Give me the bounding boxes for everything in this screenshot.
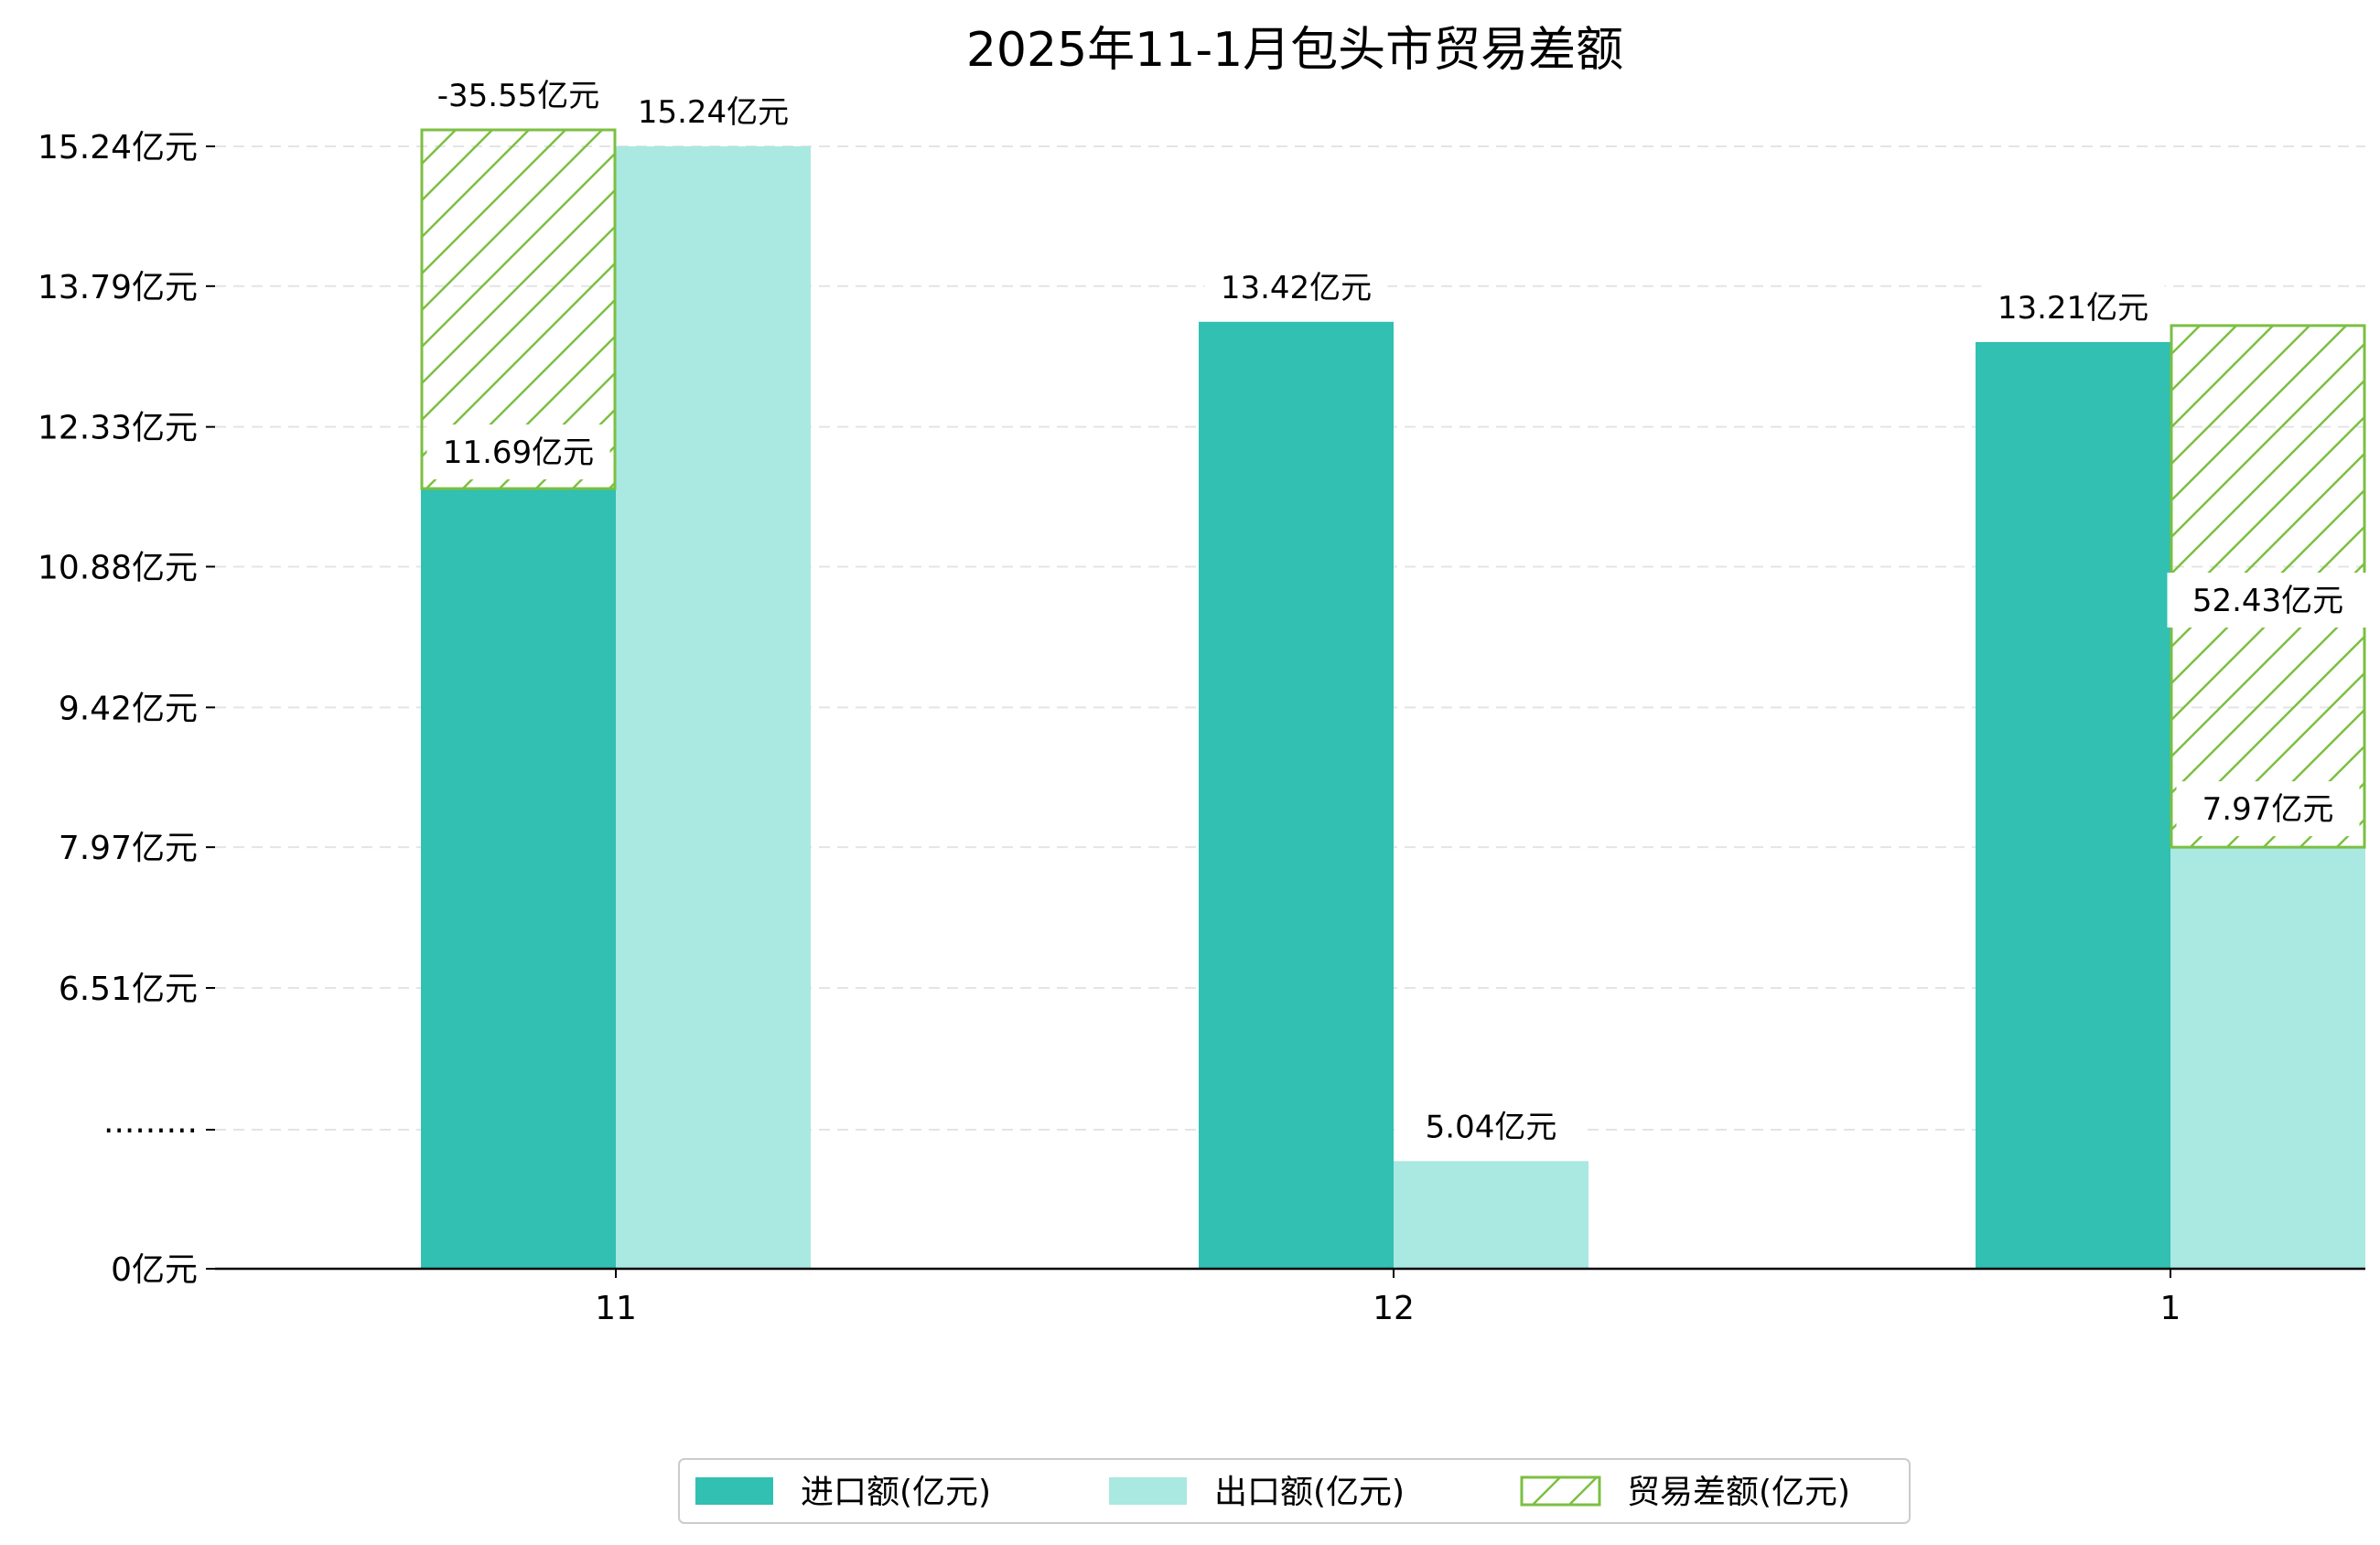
data-label-export-12: 5.04亿元 (1426, 1109, 1557, 1145)
data-label-export-11-bg (621, 84, 805, 139)
y-tick-label-8: 15.24亿元 (38, 129, 198, 166)
data-label-import-11: 11.69亿元 (443, 435, 594, 471)
bar-import-11 (421, 488, 616, 1269)
data-label-trade-balance-1: 52.43亿元 (2192, 583, 2343, 619)
bar-export-12 (1394, 1161, 1588, 1269)
y-tick-label-1: ········· (103, 1112, 198, 1150)
bar-import-12 (1199, 321, 1394, 1270)
data-label-export-11: 15.24亿元 (638, 94, 789, 131)
x-tick-label-1: 1 (2160, 1290, 2181, 1327)
x-tick-label-12: 12 (1373, 1290, 1415, 1327)
data-label-export-1-bg (2176, 781, 2360, 837)
legend-swatch-1 (1109, 1477, 1187, 1505)
legend-label-0: 进口额(亿元) (801, 1474, 991, 1511)
data-label-import-12: 13.42亿元 (1221, 270, 1372, 306)
bars (420, 128, 2366, 1270)
legend-label-2: 贸易差额(亿元) (1627, 1474, 1850, 1511)
data-label-trade-balance-11: -35.55亿元 (437, 78, 600, 114)
y-tick-label-5: 10.88亿元 (38, 549, 198, 586)
y-tick-label-7: 13.79亿元 (38, 269, 198, 306)
axes: 0亿元 ········· 6.51亿元 7.97亿元 9.42亿元 10.88亿元 12.… (38, 129, 2365, 1327)
data-label-export-12-bg (1395, 1099, 1588, 1154)
data-label-trade-balance-1-bg (2167, 573, 2369, 628)
data-label-import-12-bg (1204, 259, 1388, 315)
legend-swatch-2 (1520, 1475, 1601, 1507)
data-label-export-1: 7.97亿元 (2202, 791, 2334, 828)
legend-swatch-0 (695, 1477, 773, 1505)
y-tick-label-2: 6.51亿元 (59, 971, 198, 1008)
data-label-import-1-bg (1981, 279, 2165, 335)
y-tick-label-4: 9.42亿元 (59, 690, 198, 727)
data-label-import-11-bg (426, 424, 610, 480)
legend: 进口额(亿元) 出口额(亿元) 贸易差额(亿元) (678, 1458, 1911, 1524)
data-label-import-1: 13.21亿元 (1998, 290, 2148, 327)
data-label-trade-balance-11-bg (417, 68, 619, 123)
y-tick-label-0: 0亿元 (111, 1251, 198, 1289)
bar-import-1 (1976, 341, 2170, 1270)
y-tick-label-6: 12.33亿元 (38, 410, 198, 447)
bar-export-1 (2170, 847, 2365, 1269)
legend-frame (678, 1458, 1911, 1524)
chart-title: 2025年11-1月包头市贸易差额 (966, 23, 1623, 78)
legend-label-1: 出口额(亿元) (1214, 1474, 1405, 1511)
y-tick-label-3: 7.97亿元 (59, 830, 198, 867)
bar-export-11 (616, 146, 811, 1269)
data-labels: 11.69亿元 15.24亿元 13.42亿元 5.04亿元 13.21亿元 7.97亿元… (417, 68, 2369, 1154)
x-tick-label-11: 11 (595, 1290, 637, 1327)
